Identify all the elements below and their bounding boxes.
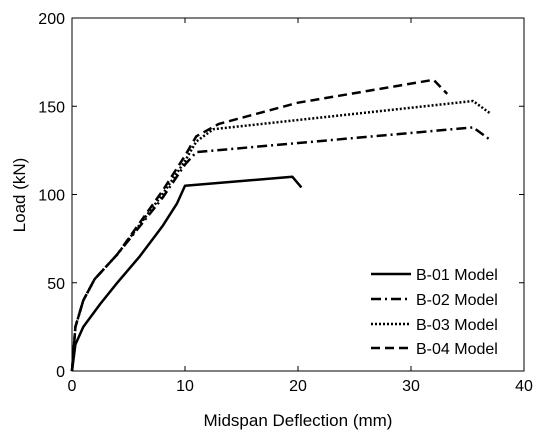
y-axis-ticks: 0 50 100 150 200 [38, 11, 524, 381]
series-line-b-03-model [70, 99, 491, 372]
series-line-b-01-model [70, 175, 303, 372]
x-tick-label: 40 [515, 378, 533, 395]
x-tick-label: 20 [289, 378, 307, 395]
legend-label-b04: B-04 Model [416, 341, 498, 358]
y-tick-label: 0 [56, 364, 65, 381]
series-line-b-04-model [70, 78, 449, 372]
y-tick-label: 200 [38, 11, 65, 28]
y-tick-label: 100 [38, 188, 65, 205]
y-axis-title: Load (kN) [10, 158, 29, 233]
legend-label-b01: B-01 Model [416, 267, 498, 284]
series-layer [70, 78, 491, 372]
x-axis-ticks: 0 10 20 30 40 [68, 18, 533, 395]
legend: B-01 Model B-02 Model B-03 Model B-04 Mo… [361, 259, 519, 364]
y-tick-label: 150 [38, 99, 65, 116]
x-tick-label: 10 [176, 378, 194, 395]
legend-label-b02: B-02 Model [416, 292, 498, 309]
legend-box [361, 259, 519, 364]
y-tick-label: 50 [47, 276, 65, 293]
x-tick-label: 0 [68, 378, 77, 395]
x-tick-label: 30 [402, 378, 420, 395]
x-axis-title: Midspan Deflection (mm) [204, 411, 393, 430]
legend-label-b03: B-03 Model [416, 317, 498, 334]
